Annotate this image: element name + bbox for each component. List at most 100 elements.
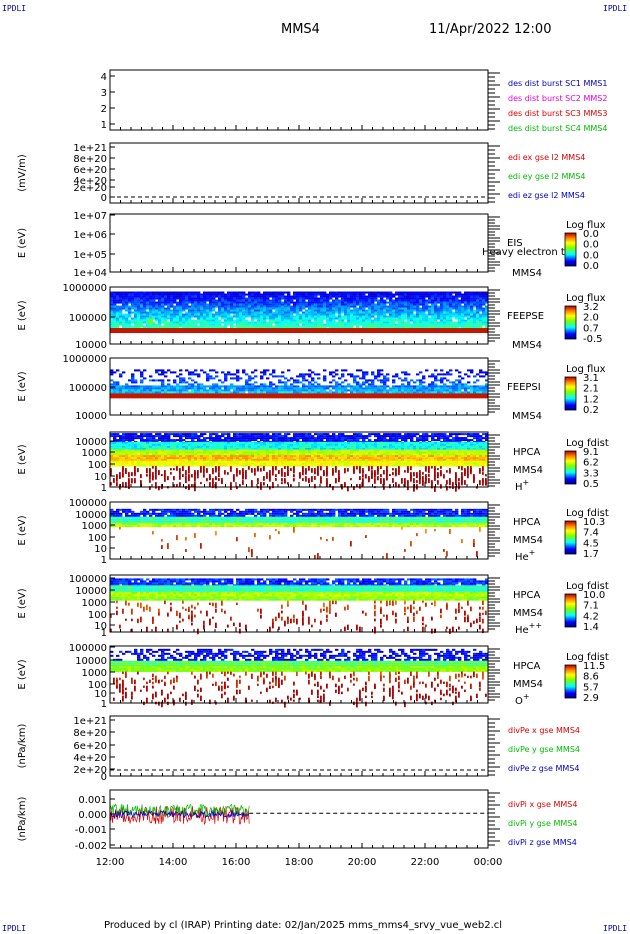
y-tick-label: 3 [101, 88, 107, 99]
colorbar-tick: 2.9 [583, 693, 599, 704]
spacecraft-label: MMS4 [513, 679, 543, 690]
y-axis-label: E (eV) [17, 300, 28, 330]
colorbar-tick: 10.0 [583, 590, 605, 601]
colorbar-tick: 0.0 [583, 261, 599, 272]
corner-label-bottom-left: IPDLI [2, 924, 27, 933]
colorbar-tick: 1.4 [583, 622, 599, 633]
colorbar-tick: 4.5 [583, 538, 599, 549]
panel-frame [109, 142, 489, 204]
panel-eis: 1e+07 1e+06 1e+05 1e+04 E (eV) EIS MMS4 Heavy e… [17, 211, 606, 279]
y-tick-label: 1 [101, 699, 107, 710]
y-tick-label: 1 [101, 483, 107, 494]
panel-frame [109, 213, 489, 273]
panel-frame [109, 789, 489, 849]
datetime-title: 11/Apr/2022 12:00 [429, 22, 552, 37]
species-label: H+ [515, 478, 529, 493]
panel-divpi: 0.001 0.000 -0.001 -0.002 (nPa/km) divPi x gs… [17, 789, 577, 852]
y-tick-label: 1e+21 [73, 716, 107, 727]
y-tick-label: 100000 [69, 643, 107, 654]
colorbar-tick: -0.5 [583, 334, 603, 345]
legend-entry: edi ey gse l2 MMS4 [508, 172, 586, 181]
corner-label-top-left: IPDLI [2, 4, 27, 13]
y-tick-label: 1000000 [62, 354, 107, 365]
colorbar-tick: 0.0 [583, 250, 599, 261]
y-axis-label: E (eV) [17, 444, 28, 474]
panel-feepse: 1000000 100000 10000 E (eV) FEEPSE MMS4 Log fl… [17, 283, 606, 351]
colorbar-title: Log fdist [566, 508, 609, 519]
y-axis-label: (nPa/km) [17, 724, 28, 769]
corner-label-top-right: IPDLI [603, 4, 628, 13]
spacecraft-label: MMS4 [513, 465, 543, 476]
y-tick-label: -0.001 [75, 825, 107, 836]
footer-credits: Produced by cl (IRAP) Printing date: 02/… [104, 920, 503, 931]
colorbar [564, 593, 577, 628]
y-tick-label: 1000 [82, 521, 107, 532]
y-tick-label: 1 [101, 628, 107, 639]
colorbar-tick: 2.1 [583, 384, 599, 395]
colorbar-title: Log flux [566, 364, 606, 375]
colorbar-title: Log flux [566, 220, 606, 231]
colorbar-tick: 3.1 [583, 373, 599, 384]
colorbar-tick: 5.7 [583, 682, 599, 693]
instrument-label: HPCA [513, 447, 541, 458]
spacecraft-title: MMS4 [281, 22, 320, 37]
y-tick-label: 0 [101, 772, 107, 783]
spacecraft-label: MMS4 [512, 411, 542, 422]
colorbar [564, 450, 577, 485]
y-tick-label: 1000 [82, 448, 107, 459]
colorbar-tick: 3.3 [583, 468, 599, 479]
colorbar-tick: 0.2 [583, 405, 599, 416]
colorbar-tick: 10.3 [583, 517, 605, 528]
y-tick-label: 100 [88, 533, 107, 544]
y-tick-label: 10 [94, 621, 107, 632]
x-tick-label: 12:00 [96, 857, 125, 868]
legend-entry: divPe z gse MMS4 [508, 764, 579, 773]
y-tick-label: 10 [94, 689, 107, 700]
colorbar [564, 376, 577, 411]
corner-label-bottom-right: IPDLI [603, 924, 628, 933]
y-tick-label: 10000 [75, 656, 107, 667]
species-label: He+ [515, 548, 535, 563]
legend-entry: edi ex gse l2 MMS4 [508, 153, 585, 162]
species-label: He++ [515, 621, 542, 636]
y-tick-label: 10000 [75, 510, 107, 521]
y-tick-label: 2 [101, 104, 107, 115]
colorbar-tick: 1.2 [583, 394, 599, 405]
overlay-label: Heavy electron to [482, 247, 571, 258]
species-label: O+ [515, 692, 530, 707]
panel-frame [109, 69, 489, 131]
y-tick-label: 100000 [69, 498, 107, 509]
colorbar-title: Log fdist [566, 581, 609, 592]
y-tick-label: 1 [101, 555, 107, 566]
colorbar-tick: 9.1 [583, 447, 599, 458]
instrument-label: HPCA [513, 661, 541, 672]
colorbar-tick: 0.7 [583, 323, 599, 334]
colorbar-tick: 1.7 [583, 549, 599, 560]
y-tick-label: 6e+20 [73, 741, 107, 752]
y-tick-label: 10000 [75, 437, 107, 448]
legend-entry: divPi x gse MMS4 [508, 800, 577, 809]
panel-frame [109, 715, 489, 777]
panel-feepsi: 1000000 100000 10000 E (eV) FEEPSI MMS4 Log fl… [17, 354, 606, 422]
colorbar-title: Log fdist [566, 438, 609, 449]
y-tick-label: 10 [94, 544, 107, 555]
x-tick-label: 20:00 [348, 857, 377, 868]
colorbar-tick: 11.5 [583, 661, 605, 672]
y-tick-label: 100000 [69, 313, 107, 324]
x-tick-label: 22:00 [411, 857, 440, 868]
y-tick-label: 100 [88, 460, 107, 471]
y-tick-label: 1e+21 [73, 143, 107, 154]
colorbar-tick: 4.2 [583, 611, 599, 622]
colorbar [564, 232, 577, 267]
colorbar-tick: 2.0 [583, 313, 599, 324]
y-tick-label: 100 [88, 610, 107, 621]
y-tick-label: 1000 [82, 668, 107, 679]
y-axis-label: (nPa/km) [17, 797, 28, 842]
y-axis-label: E (eV) [17, 659, 28, 689]
y-tick-label: 1e+04 [73, 268, 107, 279]
